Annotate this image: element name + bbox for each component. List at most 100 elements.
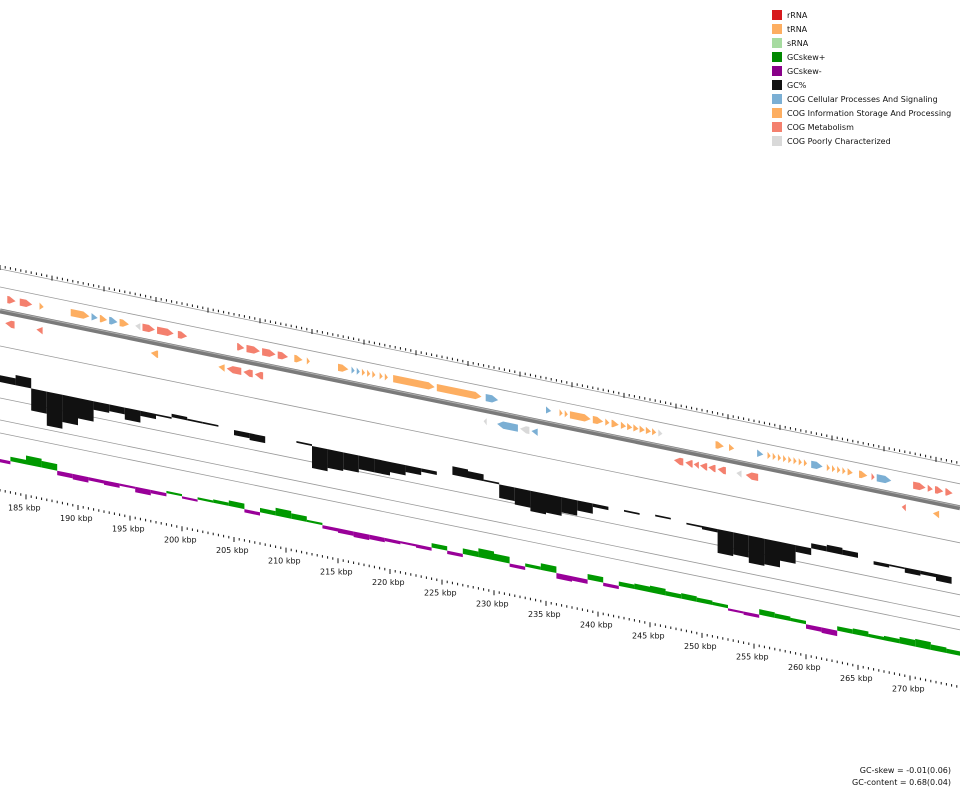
legend-swatch — [772, 10, 782, 20]
gc-skew-stat: GC-skew = -0.01(0.06) — [859, 766, 951, 775]
legend-item-gcskew-plus: GCskew+ — [772, 50, 951, 64]
outer-tick-marks — [0, 265, 958, 464]
gc-skew-bar — [150, 489, 167, 497]
gene-feature — [934, 486, 944, 494]
gc-content-bar — [296, 441, 312, 446]
gene-feature — [708, 464, 716, 473]
scale-label: 260 kbp — [788, 663, 821, 672]
legend-swatch — [772, 122, 782, 132]
gc-content-bar — [140, 410, 156, 420]
gene-feature — [338, 363, 349, 372]
scale-label: 210 kbp — [268, 557, 301, 566]
legend-item-cog-poorly: COG Poorly Characterized — [772, 134, 951, 148]
gene-feature — [520, 426, 530, 435]
gc-content-bar — [889, 564, 905, 570]
legend-item-gcskew-minus: GCskew- — [772, 64, 951, 78]
gene-feature — [777, 453, 782, 462]
gene-feature — [745, 472, 759, 482]
gene-feature — [254, 371, 264, 380]
gc-skew-bar — [384, 537, 401, 545]
gc-skew-bar — [353, 531, 370, 541]
gene-feature — [7, 295, 16, 304]
gc-skew-bar — [790, 617, 806, 625]
gene-feature — [226, 366, 242, 376]
gene-feature — [119, 318, 129, 327]
gene-feature — [605, 418, 610, 426]
legend-item-cog-information: COG Information Storage And Processing — [772, 106, 951, 120]
gene-feature — [564, 410, 568, 418]
gc-content-bar — [514, 487, 531, 508]
gene-feature — [803, 459, 808, 467]
gc-skew-bar — [696, 597, 713, 606]
gc-content-bar — [561, 497, 578, 516]
gc-content-bar — [31, 388, 47, 414]
gene-feature — [798, 458, 802, 466]
gene-feature — [847, 468, 853, 476]
legend-item-srna: sRNA — [772, 36, 951, 50]
gene-feature — [372, 370, 376, 378]
gc-skew-bar — [166, 490, 182, 497]
gc-content-bar — [0, 375, 16, 386]
backbone-highlight — [0, 309, 960, 507]
gc-content-bar — [421, 468, 437, 475]
gc-skew-bar — [431, 543, 448, 551]
scale-label: 270 kbp — [892, 685, 925, 694]
gc-content-bar — [468, 471, 484, 482]
ring-line — [0, 345, 960, 544]
ring-line — [0, 286, 960, 485]
gc-skew-bar — [806, 624, 822, 632]
legend-item-cog-cellular: COG Cellular Processes And Signaling — [772, 92, 951, 106]
gene-feature — [36, 327, 43, 335]
gene-feature — [693, 461, 699, 469]
gene-feature — [361, 368, 366, 376]
gc-content-bar — [499, 484, 515, 502]
legend-swatch — [772, 94, 782, 104]
gc-content-bar — [624, 509, 640, 515]
gc-skew-bar — [837, 626, 853, 634]
legend-label: sRNA — [787, 38, 809, 48]
gc-content-bar — [904, 567, 921, 576]
gene-feature — [497, 421, 518, 432]
gc-content-bar — [858, 557, 874, 562]
gene-feature — [351, 366, 355, 374]
gene-feature — [531, 428, 538, 436]
gc-skew-bar — [26, 455, 42, 468]
gc-skew-bar — [821, 627, 838, 637]
gc-skew-bar — [135, 486, 151, 496]
gc-skew-bar — [10, 456, 26, 465]
scale-label: 230 kbp — [476, 599, 509, 608]
gene-feature — [109, 316, 118, 325]
gc-skew-bar — [41, 460, 58, 471]
legend-swatch — [772, 38, 782, 48]
gene-feature — [871, 473, 875, 481]
gc-content-bar — [171, 413, 188, 421]
gene-feature — [913, 481, 926, 491]
gc-skew-bar — [634, 583, 650, 593]
gc-content-bar — [546, 493, 562, 516]
gc-skew-bar — [275, 507, 292, 519]
gc-skew-bar — [681, 593, 697, 602]
gc-skew-bar — [743, 611, 760, 618]
gc-skew-bar — [884, 635, 900, 644]
scale-label: 250 kbp — [684, 642, 717, 651]
gc-content-bar — [358, 455, 375, 473]
gene-feature — [39, 302, 44, 310]
gc-content-bar — [452, 466, 468, 478]
gene-feature — [177, 330, 188, 339]
gc-content-bar — [15, 374, 32, 389]
gc-skew-bar — [57, 470, 73, 479]
gc-skew-bar — [712, 601, 728, 609]
gc-skew-bar — [899, 636, 916, 647]
gene-feature — [876, 474, 892, 484]
gene-feature — [356, 367, 360, 375]
gc-content-bar — [187, 418, 203, 424]
gene-feature — [277, 351, 289, 360]
gene-feature — [685, 460, 693, 468]
gene-feature — [842, 467, 846, 475]
scale-label: 205 kbp — [216, 546, 249, 555]
gc-skew-bar — [197, 497, 214, 503]
legend-label: COG Metabolism — [787, 122, 854, 132]
gc-content-bar — [733, 532, 749, 558]
gene-feature — [736, 470, 742, 478]
gene-feature — [135, 323, 141, 331]
